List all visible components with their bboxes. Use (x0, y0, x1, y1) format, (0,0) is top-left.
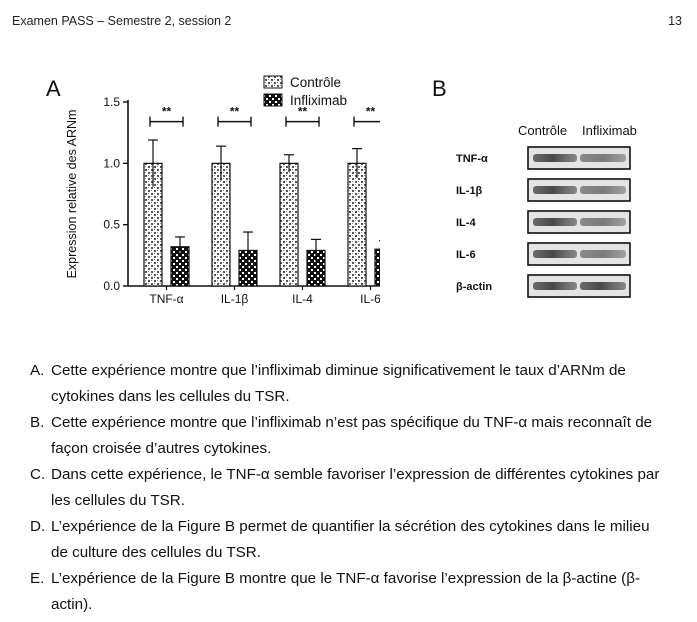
legend-swatch (263, 75, 283, 89)
bar-chart: 0.0 0.5 1.0 1.5 Expression relative des ARNm… (65, 75, 380, 306)
question-text: Cette expérience montre que l’infliximab… (51, 414, 653, 457)
blot-row-label: β-actin (456, 281, 492, 293)
figure-a-letter: A (46, 76, 61, 101)
blot-lane-box (527, 274, 631, 298)
x-tick-label: TNF-α (149, 292, 183, 306)
legend-label: Infliximab (290, 93, 347, 108)
question-item: A. Cette expérience montre que l’inflixi… (30, 358, 670, 410)
blot-row-label: TNF-α (456, 153, 488, 165)
x-tick-label: IL-4 (292, 292, 313, 306)
blot-band (533, 282, 577, 290)
figure-b-letter: B (432, 76, 447, 101)
question-text: L’expérience de la Figure B montre que l… (51, 570, 641, 613)
page-number: 13 (668, 14, 682, 28)
question-letter: A. (30, 362, 45, 379)
blot-lane-box (527, 178, 631, 202)
western-blot: Contrôle Infliximab TNF-α IL-1β IL-4 IL-6 β-ac… (456, 123, 637, 298)
y-tick-label: 0.0 (103, 279, 120, 293)
blot-band (533, 154, 577, 162)
blot-column-label: Contrôle (518, 123, 567, 138)
question-item: D. L’expérience de la Figure B permet de… (30, 514, 670, 566)
y-tick-label: 0.5 (103, 218, 120, 232)
significance-label: ** (162, 105, 172, 119)
blot-band (533, 218, 577, 226)
blot-lane-box (527, 146, 631, 170)
legend-label: Contrôle (290, 75, 341, 90)
question-letter: B. (30, 414, 45, 431)
blot-band (580, 250, 626, 258)
blot-band (580, 154, 626, 162)
blot-band (533, 250, 577, 258)
blot-band (580, 218, 626, 226)
significance-label: ** (298, 105, 308, 119)
blot-lane-box (527, 242, 631, 266)
significance-label: ** (230, 105, 240, 119)
question-text: L’expérience de la Figure B permet de qu… (51, 518, 650, 561)
significance-label: ** (366, 105, 376, 119)
question-letter: E. (30, 570, 45, 587)
question-item: B. Cette expérience montre que l’inflixi… (30, 410, 670, 462)
question-letter: C. (30, 466, 46, 483)
blot-band (580, 282, 626, 290)
bar (374, 248, 380, 287)
blot-band (580, 186, 626, 194)
question-list: A. Cette expérience montre que l’inflixi… (30, 358, 670, 618)
bar (211, 162, 231, 287)
y-axis-label: Expression relative des ARNm (65, 110, 79, 279)
y-tick-label: 1.5 (103, 95, 120, 109)
blot-band (533, 186, 577, 194)
x-tick-label: IL-1β (221, 292, 249, 306)
bar (279, 162, 299, 287)
blot-row-label: IL-6 (456, 249, 476, 261)
legend-swatch (263, 93, 283, 107)
bar (347, 162, 367, 287)
x-tick-label: IL-6 (360, 292, 380, 306)
question-letter: D. (30, 518, 46, 535)
question-text: Dans cette expérience, le TNF-α semble f… (51, 466, 660, 509)
y-tick-label: 1.0 (103, 156, 120, 170)
question-item: C. Dans cette expérience, le TNF-α sembl… (30, 462, 670, 514)
question-text: Cette expérience montre que l’infliximab… (51, 362, 626, 405)
page-header: Examen PASS – Semestre 2, session 2 13 (12, 14, 682, 32)
blot-row-label: IL-1β (456, 185, 483, 197)
question-item: E. L’expérience de la Figure B montre qu… (30, 566, 670, 618)
exam-title: Examen PASS – Semestre 2, session 2 (12, 14, 232, 28)
blot-column-label: Infliximab (582, 123, 637, 138)
blot-row-label: IL-4 (456, 217, 476, 229)
blot-lane-box (527, 210, 631, 234)
